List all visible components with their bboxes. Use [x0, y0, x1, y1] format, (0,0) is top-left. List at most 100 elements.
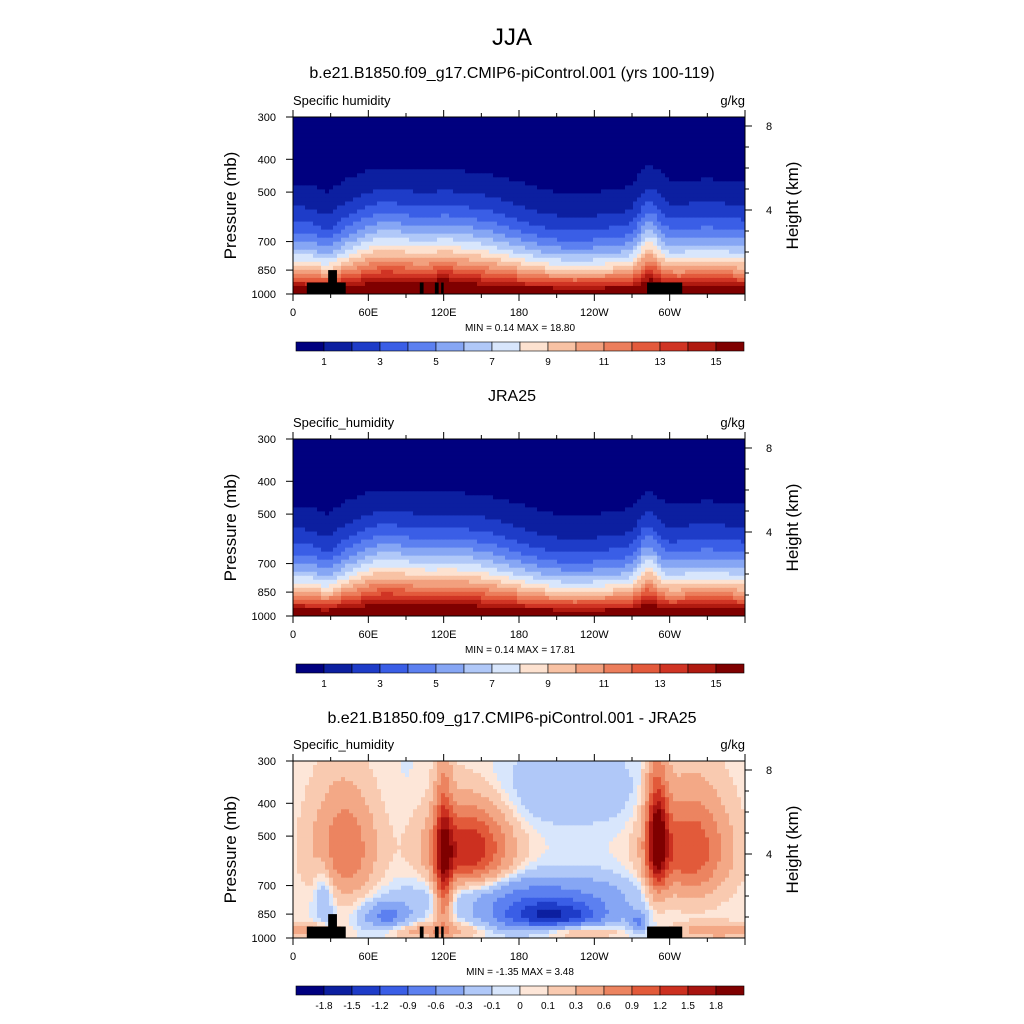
contour-cell: [581, 218, 586, 223]
contour-cell: [409, 165, 414, 170]
contour-cell: [385, 129, 390, 134]
contour-cell: [725, 242, 730, 247]
contour-cell: [353, 262, 358, 267]
contour-cell: [649, 210, 654, 215]
contour-cell: [737, 270, 742, 275]
contour-cell: [325, 181, 330, 186]
contour-cell: [733, 117, 738, 122]
contour-cell: [333, 185, 338, 190]
contour-cell: [545, 282, 550, 287]
contour-cell: [653, 121, 658, 126]
contour-cell: [349, 246, 354, 251]
contour-cell: [441, 189, 446, 194]
contour-cell: [445, 149, 450, 154]
contour-cell: [509, 193, 514, 198]
contour-cell: [429, 197, 434, 202]
contour-cell: [717, 242, 722, 247]
units-label: g/kg: [720, 93, 745, 108]
contour-cell: [321, 242, 326, 247]
contour-cell: [637, 121, 642, 126]
contour-cell: [429, 193, 434, 198]
contour-cell: [377, 181, 382, 186]
contour-cell: [349, 173, 354, 178]
contour-cell: [365, 117, 370, 122]
contour-cell: [597, 121, 602, 126]
contour-cell: [529, 270, 534, 275]
contour-cell: [473, 258, 478, 263]
contour-cell: [629, 278, 634, 283]
contour-cell: [589, 286, 594, 291]
contour-cell: [473, 278, 478, 283]
contour-cell: [677, 230, 682, 235]
contour-cell: [521, 157, 526, 162]
contour-cell: [481, 117, 486, 122]
contour-cell: [409, 189, 414, 194]
contour-cell: [569, 173, 574, 178]
contour-cell: [617, 137, 622, 142]
contour-cell: [557, 197, 562, 202]
contour-cell: [685, 161, 690, 166]
contour-cell: [429, 133, 434, 138]
contour-cell: [361, 250, 366, 255]
contour-cell: [361, 141, 366, 146]
contour-cell: [493, 278, 498, 283]
contour-cell: [589, 157, 594, 162]
contour-cell: [521, 137, 526, 142]
contour-cell: [329, 157, 334, 162]
contour-cell: [397, 161, 402, 166]
contour-cell: [725, 125, 730, 130]
contour-cell: [377, 137, 382, 142]
contour-cell: [577, 278, 582, 283]
contour-cell: [505, 173, 510, 178]
contour-cell: [569, 129, 574, 134]
contour-cell: [393, 222, 398, 227]
contour-cell: [293, 121, 298, 126]
contour-cell: [297, 129, 302, 134]
contour-cell: [401, 173, 406, 178]
contour-cell: [509, 189, 514, 194]
contour-cell: [501, 250, 506, 255]
contour-cell: [321, 185, 326, 190]
contour-cell: [693, 266, 698, 271]
contour-cell: [585, 181, 590, 186]
contour-cell: [425, 238, 430, 243]
contour-cell: [493, 234, 498, 239]
contour-cell: [469, 246, 474, 251]
contour-cell: [705, 165, 710, 170]
contour-cell: [417, 222, 422, 227]
contour-cell: [393, 129, 398, 134]
contour-cell: [453, 222, 458, 227]
contour-cell: [325, 214, 330, 219]
contour-cell: [413, 153, 418, 158]
contour-cell: [681, 274, 686, 279]
contour-cell: [705, 117, 710, 122]
contour-cell: [625, 157, 630, 162]
contour-cell: [449, 149, 454, 154]
contour-cell: [673, 177, 678, 182]
contour-cell: [629, 161, 634, 166]
contour-cell: [685, 197, 690, 202]
contour-cell: [461, 230, 466, 235]
contour-cell: [557, 282, 562, 287]
contour-cell: [305, 270, 310, 275]
contour-cell: [313, 201, 318, 206]
contour-cell: [473, 238, 478, 243]
contour-cell: [361, 165, 366, 170]
contour-cell: [453, 262, 458, 267]
contour-cell: [325, 153, 330, 158]
contour-cell: [609, 206, 614, 211]
contour-cell: [401, 201, 406, 206]
contour-cell: [581, 137, 586, 142]
contour-cell: [621, 274, 626, 279]
contour-cell: [705, 145, 710, 150]
contour-cell: [561, 238, 566, 243]
contour-cell: [589, 206, 594, 211]
contour-cell: [705, 270, 710, 275]
contour-cell: [705, 214, 710, 219]
contour-cell: [713, 242, 718, 247]
contour-cell: [305, 242, 310, 247]
contour-cell: [641, 165, 646, 170]
contour-cell: [669, 149, 674, 154]
contour-cell: [725, 141, 730, 146]
contour-cell: [721, 270, 726, 275]
